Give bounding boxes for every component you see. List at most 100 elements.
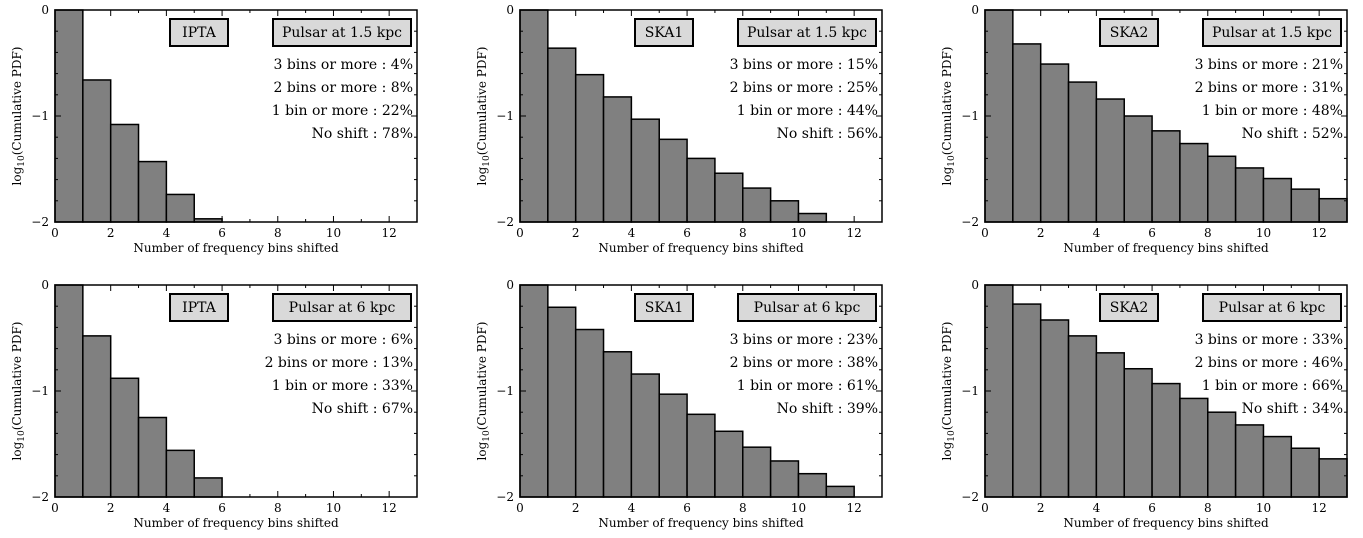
shift-annotation: 1 bin or more : 61% xyxy=(737,378,878,394)
x-tick-label: 2 xyxy=(572,226,580,240)
pulsar-label-box xyxy=(737,293,877,322)
shift-annotation: No shift : 67% xyxy=(312,401,413,417)
shift-annotation: 2 bins or more : 31% xyxy=(1195,80,1343,96)
x-tick-label: 0 xyxy=(981,226,989,240)
y-axis-label: log10(Cumulative PDF) xyxy=(10,322,27,461)
y-tick-label: −1 xyxy=(961,384,979,398)
x-tick-label: 2 xyxy=(107,501,115,515)
histogram-bar xyxy=(1234,424,1265,498)
y-tick-label: −1 xyxy=(31,384,49,398)
x-tick-label: 6 xyxy=(683,501,691,515)
y-axis-label: log10(Cumulative PDF) xyxy=(475,47,492,186)
x-tick-label: 12 xyxy=(382,226,397,240)
pulsar-label: Pulsar at 6 kpc xyxy=(1219,300,1326,316)
histogram-bar xyxy=(137,416,168,498)
subplot-4: 0 2 4 6 8 10 12 0 −1 −2 Number of frequency bins s… xyxy=(10,278,418,530)
y-tick-label: 0 xyxy=(506,3,514,17)
x-tick-label: 4 xyxy=(1093,226,1101,240)
histogram-bar xyxy=(1234,167,1265,223)
histogram-bar xyxy=(602,96,633,223)
array-label: IPTA xyxy=(182,25,217,41)
histogram-bar xyxy=(769,200,800,223)
x-tick-label: 0 xyxy=(516,226,524,240)
histogram-bar xyxy=(742,187,772,223)
x-tick-label: 8 xyxy=(274,501,282,515)
y-tick-label: −2 xyxy=(31,215,49,229)
x-tick-label: 8 xyxy=(739,501,747,515)
histogram-bar xyxy=(1290,188,1320,223)
x-tick-label: 12 xyxy=(1312,501,1327,515)
histogram-bar xyxy=(1095,352,1125,498)
x-tick-label: 10 xyxy=(1256,226,1271,240)
x-tick-label: 0 xyxy=(981,501,989,515)
histogram-bar xyxy=(769,460,800,498)
pulsar-label-box xyxy=(1202,293,1342,322)
y-tick-label: 0 xyxy=(41,278,49,292)
histogram-bar xyxy=(547,306,577,498)
x-tick-label: 2 xyxy=(572,501,580,515)
histogram-bar xyxy=(547,47,577,223)
y-tick-label: −1 xyxy=(496,384,514,398)
histogram-bar xyxy=(193,477,223,498)
x-tick-label: 4 xyxy=(628,226,636,240)
histogram-bar xyxy=(1179,397,1209,498)
y-tick-label: 0 xyxy=(41,3,49,17)
histogram-bar xyxy=(165,449,195,498)
histogram-bar xyxy=(714,172,744,223)
x-tick-label: 6 xyxy=(683,226,691,240)
x-tick-label: 10 xyxy=(791,226,806,240)
x-axis-label: Number of frequency bins shifted xyxy=(598,516,804,530)
histogram-bar xyxy=(109,123,140,223)
x-tick-label: 0 xyxy=(51,226,59,240)
x-tick-label: 8 xyxy=(1204,226,1212,240)
histogram-bar xyxy=(825,485,855,498)
array-label: SKA2 xyxy=(1110,300,1149,316)
subplot-6: 0 2 4 6 8 10 12 0 −1 −2 Number of frequency bins s… xyxy=(940,278,1348,530)
histogram-bar xyxy=(137,160,168,223)
histogram-bar xyxy=(574,328,605,498)
histogram-bar xyxy=(1095,98,1125,223)
x-tick-label: 12 xyxy=(1312,226,1327,240)
x-tick-label: 8 xyxy=(274,226,282,240)
y-tick-label: 0 xyxy=(971,278,979,292)
histogram-bar xyxy=(686,413,716,498)
histogram-bar xyxy=(1067,335,1098,498)
x-tick-label: 12 xyxy=(847,226,862,240)
x-tick-label: 6 xyxy=(1148,226,1156,240)
shift-annotation: 2 bins or more : 38% xyxy=(730,355,878,371)
x-tick-label: 10 xyxy=(326,226,341,240)
array-label-box xyxy=(1099,293,1159,322)
x-axis-label: Number of frequency bins shifted xyxy=(1063,516,1269,530)
x-axis-label: Number of frequency bins shifted xyxy=(1063,241,1269,255)
histogram-bar xyxy=(1151,382,1181,498)
histogram-bar xyxy=(574,73,605,223)
shift-annotation: 3 bins or more : 23% xyxy=(730,332,878,348)
histogram-bar xyxy=(1262,435,1293,498)
x-tick-label: 8 xyxy=(739,226,747,240)
y-tick-label: −1 xyxy=(496,109,514,123)
x-tick-label: 10 xyxy=(1256,501,1271,515)
x-tick-label: 0 xyxy=(516,501,524,515)
histogram-bar xyxy=(1151,130,1181,223)
shift-annotation: 1 bin or more : 66% xyxy=(1202,378,1343,394)
x-tick-label: 4 xyxy=(163,226,171,240)
pulsar-label-box xyxy=(737,18,877,47)
histogram-bar xyxy=(658,138,688,223)
shift-annotation: 2 bins or more : 46% xyxy=(1195,355,1343,371)
histogram-bar xyxy=(1012,303,1042,498)
x-tick-label: 8 xyxy=(1204,501,1212,515)
shift-annotation: 2 bins or more : 8% xyxy=(273,80,413,96)
shift-annotation: 3 bins or more : 33% xyxy=(1195,332,1343,348)
shift-annotation: 2 bins or more : 25% xyxy=(730,80,878,96)
x-tick-label: 6 xyxy=(218,501,226,515)
histogram-bar xyxy=(1179,142,1209,223)
y-tick-label: −2 xyxy=(961,215,979,229)
histogram-bar xyxy=(1067,81,1098,223)
histogram-bar xyxy=(714,430,744,498)
array-label-box xyxy=(169,18,229,47)
shift-annotation: 3 bins or more : 21% xyxy=(1195,57,1343,73)
pulsar-label: Pulsar at 1.5 kpc xyxy=(1212,25,1332,41)
x-tick-label: 4 xyxy=(163,501,171,515)
array-label-box xyxy=(634,18,694,47)
shift-annotation: 2 bins or more : 13% xyxy=(265,355,413,371)
